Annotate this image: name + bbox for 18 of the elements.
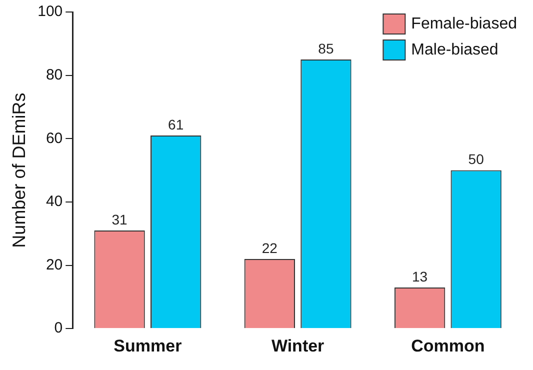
legend-label: Female-biased bbox=[411, 15, 517, 32]
x-tick-label: Common bbox=[411, 336, 485, 356]
y-axis-title: Number of DEmiRs bbox=[8, 92, 29, 248]
y-tick-label: 20 bbox=[46, 256, 63, 274]
x-tick-label: Winter bbox=[271, 336, 325, 356]
y-tick-label: 60 bbox=[46, 130, 63, 147]
y-tick-label: 100 bbox=[38, 3, 63, 20]
data-label: 85 bbox=[318, 40, 334, 56]
data-label: 22 bbox=[262, 240, 278, 256]
y-tick-label: 80 bbox=[46, 66, 63, 84]
y-tick-label: 40 bbox=[46, 193, 63, 210]
data-label: 13 bbox=[412, 268, 428, 284]
y-tick-label: 0 bbox=[54, 320, 63, 337]
data-label: 61 bbox=[168, 116, 184, 132]
legend-label: Male-biased bbox=[411, 41, 498, 58]
data-label: 31 bbox=[112, 211, 128, 228]
x-tick-label: Summer bbox=[114, 336, 182, 356]
data-label: 50 bbox=[468, 151, 484, 168]
